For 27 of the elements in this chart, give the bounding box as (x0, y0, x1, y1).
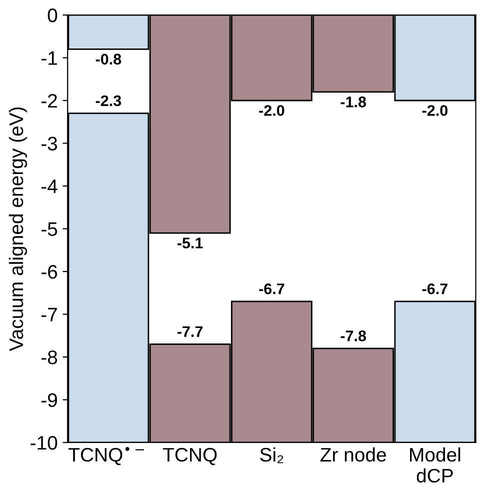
data-label: -2.0 (259, 105, 284, 116)
y-tick-label: -10 (30, 436, 58, 450)
y-tick-label: -9 (41, 393, 57, 407)
y-tick-label: -7 (41, 308, 57, 322)
data-label: -6.7 (259, 283, 284, 294)
y-tick-label: -5 (41, 222, 58, 236)
x-tick-label: TCNQ (162, 448, 217, 466)
data-label: -7.8 (340, 330, 366, 342)
data-label: -1.8 (340, 96, 366, 108)
data-label: -0.8 (96, 54, 122, 65)
y-tick-label: -1 (41, 51, 57, 65)
y-tick-label: -3 (41, 136, 58, 150)
y-axis-title: Vacuum aligned energy (eV) (8, 107, 28, 352)
data-label: -2.0 (422, 105, 448, 116)
data-label: -7.7 (177, 326, 203, 337)
y-tick-label: -2 (41, 94, 57, 108)
data-label: -2.3 (96, 95, 122, 106)
y-tick-label: -4 (41, 180, 58, 194)
x-tick-label: Si₂ (260, 447, 284, 464)
data-label: -6.7 (422, 283, 448, 294)
x-tick-label: TCNQ$^{•−}$ (68, 447, 144, 466)
x-tick-label: Zr node (320, 447, 386, 462)
y-tick-label: -6 (41, 264, 58, 279)
data-label: -5.1 (177, 238, 203, 248)
y-tick-label: 0 (48, 8, 58, 22)
y-tick-label: -8 (41, 350, 58, 364)
x-tick-label: Model dCP (410, 447, 460, 483)
